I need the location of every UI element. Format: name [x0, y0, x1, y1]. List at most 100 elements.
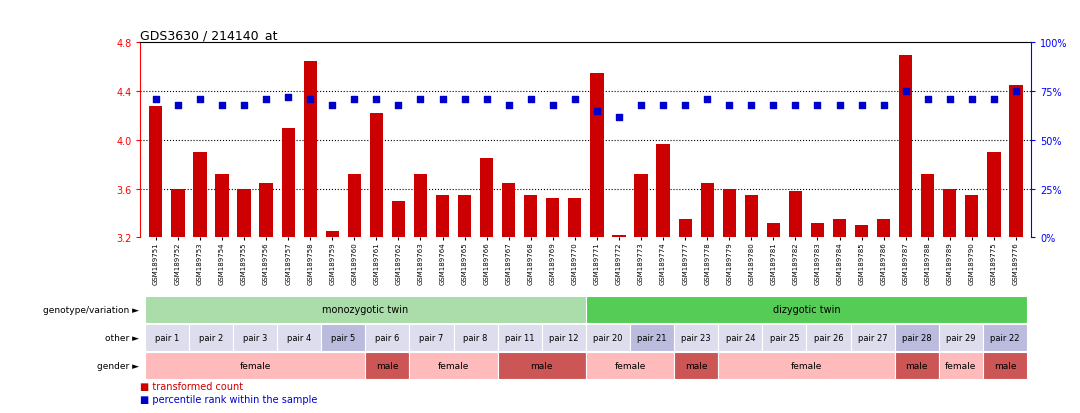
Bar — [145, 296, 585, 323]
Bar — [701, 183, 714, 238]
Point — [566, 97, 583, 103]
Bar — [833, 220, 846, 238]
Bar — [454, 324, 498, 351]
Text: pair 8: pair 8 — [463, 333, 488, 342]
Bar — [612, 235, 625, 238]
Bar — [851, 324, 894, 351]
Text: GDS3630 / 214140_at: GDS3630 / 214140_at — [140, 29, 278, 42]
Point — [853, 102, 870, 109]
Bar — [189, 324, 233, 351]
Point — [654, 102, 672, 109]
Point — [633, 102, 650, 109]
Bar — [365, 324, 409, 351]
Point — [257, 97, 274, 103]
Bar — [811, 223, 824, 238]
Bar — [877, 220, 890, 238]
Bar — [215, 175, 229, 238]
Bar — [921, 175, 934, 238]
Point — [610, 114, 627, 121]
Point — [147, 97, 164, 103]
Bar — [303, 62, 316, 238]
Bar — [458, 195, 471, 238]
Bar — [718, 352, 894, 380]
Text: monozygotic twin: monozygotic twin — [322, 305, 408, 315]
Text: pair 4: pair 4 — [287, 333, 311, 342]
Text: female: female — [240, 361, 271, 370]
Bar — [899, 55, 913, 238]
Text: male: male — [376, 361, 399, 370]
Bar — [502, 183, 515, 238]
Bar — [498, 352, 585, 380]
Point — [589, 108, 606, 115]
Point — [720, 102, 738, 109]
Point — [170, 102, 187, 109]
Text: pair 27: pair 27 — [858, 333, 888, 342]
Bar — [807, 324, 851, 351]
Bar — [1010, 86, 1023, 238]
Text: pair 25: pair 25 — [770, 333, 799, 342]
Point — [544, 102, 562, 109]
Bar — [674, 324, 718, 351]
Bar — [674, 352, 718, 380]
Bar — [983, 324, 1027, 351]
Text: pair 1: pair 1 — [154, 333, 179, 342]
Text: pair 5: pair 5 — [332, 333, 355, 342]
Bar — [498, 324, 542, 351]
Bar — [409, 324, 454, 351]
Text: pair 26: pair 26 — [813, 333, 843, 342]
Point — [368, 97, 386, 103]
Point — [941, 97, 958, 103]
Point — [411, 97, 429, 103]
Bar — [365, 352, 409, 380]
Bar — [585, 296, 1027, 323]
Text: male: male — [530, 361, 553, 370]
Bar — [145, 352, 365, 380]
Point — [743, 102, 760, 109]
Text: ■ transformed count: ■ transformed count — [140, 381, 243, 391]
Text: pair 7: pair 7 — [419, 333, 444, 342]
Text: pair 3: pair 3 — [243, 333, 267, 342]
Point — [500, 102, 517, 109]
Text: female: female — [945, 361, 976, 370]
Bar — [678, 220, 692, 238]
Bar — [145, 324, 189, 351]
Text: pair 11: pair 11 — [505, 333, 535, 342]
Bar — [546, 199, 559, 238]
Bar — [321, 324, 365, 351]
Text: pair 6: pair 6 — [375, 333, 400, 342]
Text: ■ percentile rank within the sample: ■ percentile rank within the sample — [140, 394, 318, 404]
Text: dizygotic twin: dizygotic twin — [772, 305, 840, 315]
Point — [390, 102, 407, 109]
Bar — [348, 175, 361, 238]
Point — [765, 102, 782, 109]
Bar — [718, 324, 762, 351]
Text: genotype/variation ►: genotype/variation ► — [43, 305, 139, 314]
Point — [831, 102, 848, 109]
Bar — [939, 352, 983, 380]
Point — [280, 95, 297, 101]
Bar — [939, 324, 983, 351]
Text: gender ►: gender ► — [97, 361, 139, 370]
Point — [301, 97, 319, 103]
Point — [214, 102, 231, 109]
Text: pair 24: pair 24 — [726, 333, 755, 342]
Bar — [233, 324, 278, 351]
Text: pair 2: pair 2 — [199, 333, 224, 342]
Point — [985, 97, 1002, 103]
Bar — [630, 324, 674, 351]
Text: pair 21: pair 21 — [637, 333, 666, 342]
Bar — [149, 107, 162, 238]
Point — [699, 97, 716, 103]
Bar — [524, 195, 538, 238]
Text: male: male — [994, 361, 1016, 370]
Bar — [585, 352, 674, 380]
Bar — [855, 226, 868, 238]
Text: female: female — [437, 361, 470, 370]
Text: female: female — [615, 361, 646, 370]
Bar — [282, 128, 295, 238]
Text: other ►: other ► — [106, 333, 139, 342]
Point — [786, 102, 804, 109]
Text: pair 29: pair 29 — [946, 333, 975, 342]
Point — [919, 97, 936, 103]
Point — [1008, 89, 1025, 95]
